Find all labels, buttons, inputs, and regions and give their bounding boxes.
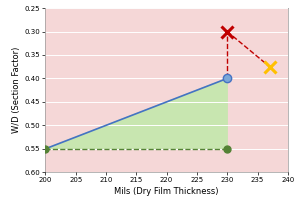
Polygon shape (45, 78, 227, 149)
Y-axis label: W/D (Section Factor): W/D (Section Factor) (12, 47, 21, 133)
X-axis label: Mils (Dry Film Thickness): Mils (Dry Film Thickness) (114, 187, 219, 196)
